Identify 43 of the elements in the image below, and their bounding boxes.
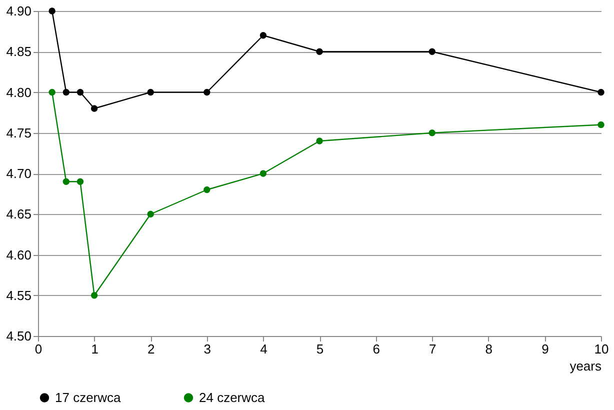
point [62, 88, 70, 96]
point [260, 32, 267, 39]
y-tick-label: 4.65 [6, 206, 32, 222]
x-tick-label: 8 [485, 342, 493, 356]
point [316, 138, 323, 144]
x-axis-title: years [570, 358, 602, 374]
point [90, 105, 98, 112]
x-tick-label: 1 [91, 342, 98, 356]
y-tick-label: 4.50 [6, 328, 32, 344]
y-tick-label: 4.75 [6, 125, 32, 140]
point [76, 88, 84, 96]
point [204, 186, 210, 194]
y-tick-label: 4.90 [6, 4, 32, 18]
point [147, 88, 154, 96]
legend-label: 24 czerwca [199, 390, 266, 405]
point [90, 292, 98, 299]
x-tick-label: 9 [542, 342, 549, 356]
point [428, 48, 436, 55]
x-tick-label: 7 [428, 342, 436, 356]
x-tick-label: 10 [594, 342, 609, 356]
point [260, 170, 267, 177]
point [147, 210, 154, 218]
point [48, 88, 56, 96]
point [316, 48, 323, 55]
y-tick-label: 4.85 [6, 44, 32, 60]
x-tick-label: 5 [316, 342, 324, 356]
point [76, 178, 84, 185]
legend-label: 17 czerwca [55, 390, 122, 405]
point [62, 178, 70, 185]
y-tick-label: 4.55 [6, 288, 32, 303]
point [48, 8, 56, 14]
x-tick-label: 0 [34, 342, 42, 356]
x-tick-label: 6 [372, 342, 380, 356]
point [598, 88, 604, 96]
y-tick-label: 4.60 [6, 247, 32, 262]
x-tick-label: 4 [260, 342, 268, 356]
point [204, 88, 210, 96]
point [428, 130, 436, 136]
x-tick-label: 3 [204, 342, 212, 356]
point [598, 121, 604, 128]
x-tick-label: 2 [147, 342, 155, 356]
y-tick-label: 4.70 [6, 166, 32, 181]
y-tick-label: 4.80 [6, 84, 32, 100]
